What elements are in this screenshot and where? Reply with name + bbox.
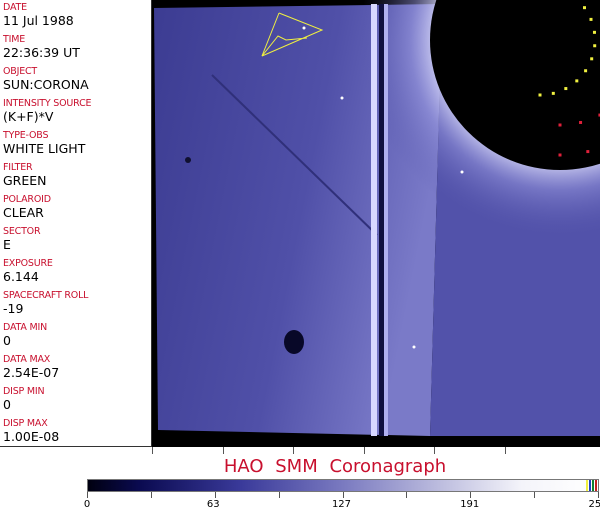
overlay-dot	[598, 113, 600, 117]
field-label: SECTOR	[3, 226, 41, 237]
field-value: SUN:CORONA	[3, 77, 89, 92]
field-value: 2.54E-07	[3, 365, 60, 380]
colorbar-label: 191	[460, 499, 480, 510]
overlay-dot	[582, 6, 586, 10]
field-label: DISP MIN	[3, 386, 45, 397]
overlay-dot	[551, 91, 555, 95]
field-value: E	[3, 237, 11, 252]
field-value: 11 Jul 1988	[3, 13, 74, 28]
field-label: INTENSITY SOURCE	[3, 98, 92, 109]
field-label: FILTER	[3, 162, 33, 173]
instrument-title: HAO SMM Coronagraph	[223, 456, 447, 477]
field-value: (K+F)*V	[3, 109, 54, 124]
field-label: DATA MIN	[3, 322, 47, 333]
field-label: DISP MAX	[3, 418, 48, 429]
overlay-dot	[538, 93, 542, 97]
field-value: 6.144	[3, 269, 39, 284]
field-intensity-source: INTENSITY SOURCE (K+F)*V	[3, 98, 92, 130]
colorbar-label: 255	[588, 499, 600, 510]
color-bar	[87, 479, 599, 492]
small-spot	[185, 157, 191, 163]
image-tick	[223, 447, 224, 454]
field-exposure: EXPOSURE 6.144	[3, 258, 53, 290]
colorbar-label: 63	[206, 499, 220, 510]
overlay-dot	[589, 17, 593, 21]
colorbar-label: 127	[331, 499, 352, 510]
overlay-dot	[584, 69, 588, 73]
colorbar-tick	[406, 492, 408, 498]
colorbar-tick	[150, 492, 152, 498]
field-label: EXPOSURE	[3, 258, 53, 269]
overlay-dot	[579, 120, 583, 124]
coronagraph-image	[152, 0, 600, 447]
colorbar-tick	[87, 492, 88, 498]
colorbar-tick	[278, 492, 280, 498]
field-value: 22:36:39 UT	[3, 45, 80, 60]
overlay-dot	[575, 79, 579, 83]
field-label: DATE	[3, 2, 27, 13]
diagonal-artifact	[211, 74, 378, 236]
field-label: TIME	[3, 34, 26, 45]
overlay-dot	[564, 87, 568, 91]
image-tick	[364, 447, 365, 454]
field-value: CLEAR	[3, 205, 44, 220]
field-label: TYPE-OBS	[3, 130, 49, 141]
colorbar-label: 0	[83, 499, 91, 510]
marker-outline	[261, 12, 324, 57]
coordinate-overlay	[538, 6, 600, 157]
overlay-dot	[593, 44, 597, 48]
field-type-obs: TYPE-OBS WHITE LIGHT	[3, 130, 85, 162]
field-label: OBJECT	[3, 66, 38, 77]
image-tick	[152, 447, 153, 454]
image-tick	[293, 447, 294, 454]
colorbar-tick	[470, 492, 472, 498]
field-date: DATE 11 Jul 1988	[3, 2, 74, 34]
overlay-dot	[558, 153, 562, 157]
image-tick	[505, 447, 506, 454]
field-data-max: DATA MAX 2.54E-07	[3, 354, 59, 386]
field-filter: FILTER GREEN	[3, 162, 47, 194]
field-sector: SECTOR E	[3, 226, 41, 258]
field-value: GREEN	[3, 173, 47, 188]
overlay-dot	[586, 150, 590, 154]
image-tick	[434, 447, 435, 454]
field-disp-min: DISP MIN 0	[3, 386, 45, 418]
overlay-dot	[590, 57, 594, 61]
field-spacecraft-roll: SPACECRAFT ROLL -19	[3, 290, 88, 322]
field-object: OBJECT SUN:CORONA	[3, 66, 89, 98]
dust-spot	[284, 330, 304, 354]
detector-field	[154, 4, 442, 436]
pylon-bright	[371, 4, 377, 436]
colorbar-tick	[598, 492, 599, 498]
field-label: DATA MAX	[3, 354, 51, 365]
corona-image-svg	[154, 0, 600, 436]
colorbar-tick	[214, 492, 216, 498]
info-panel: DATE 11 Jul 1988 TIME 22:36:39 UT OBJECT SUN:…	[0, 0, 152, 447]
occulting-disk	[430, 0, 600, 170]
field-value: -19	[3, 301, 24, 316]
colorbar-tick	[534, 492, 536, 498]
pylon-edge	[384, 4, 388, 436]
field-value: 0	[3, 333, 11, 348]
overlay-dot	[592, 30, 596, 34]
field-value: 0	[3, 397, 11, 412]
field-data-min: DATA MIN 0	[3, 322, 47, 354]
field-polaroid: POLAROID CLEAR	[3, 194, 51, 226]
field-time: TIME 22:36:39 UT	[3, 34, 80, 66]
field-label: SPACECRAFT ROLL	[3, 290, 89, 301]
field-value: 1.00E-08	[3, 429, 60, 444]
colorbar-tick	[342, 492, 344, 498]
field-label: POLAROID	[3, 194, 51, 205]
pylon-dark	[379, 4, 384, 436]
overlay-dot	[558, 123, 562, 127]
field-disp-max: DISP MAX 1.00E-08	[3, 418, 59, 450]
field-value: WHITE LIGHT	[3, 141, 86, 156]
